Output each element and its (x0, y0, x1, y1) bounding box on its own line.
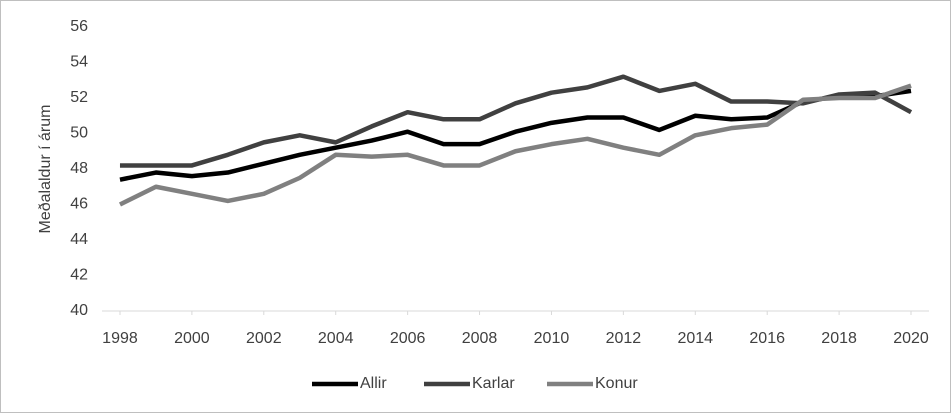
x-tick-label: 2002 (246, 330, 282, 347)
x-tick-label: 2020 (893, 330, 929, 347)
x-tick-label: 2006 (390, 330, 426, 347)
legend-label: Karlar (472, 375, 515, 392)
series-line (119, 88, 912, 182)
y-tick-label: 44 (70, 231, 88, 248)
legend-label: Allir (360, 375, 387, 392)
y-tick-label: 40 (70, 302, 88, 319)
y-tick-label: 54 (70, 54, 88, 71)
y-tick-label: 52 (70, 89, 88, 106)
x-tick-label: 2008 (462, 330, 498, 347)
x-tick-label: 2010 (534, 330, 570, 347)
y-axis-label: Meðalaldur í árum (37, 105, 54, 234)
x-tick-label: 2014 (677, 330, 713, 347)
y-tick-label: 50 (70, 125, 88, 142)
x-tick-label: 2016 (749, 330, 785, 347)
y-tick-label: 48 (70, 160, 88, 177)
y-tick-label: 56 (70, 18, 88, 35)
series-line (118, 83, 912, 207)
x-tick-label: 2018 (821, 330, 857, 347)
series-line (119, 74, 913, 168)
x-tick-label: 1998 (102, 330, 138, 347)
legend-label: Konur (595, 375, 638, 392)
x-tick-label: 2000 (174, 330, 210, 347)
y-tick-label: 46 (70, 196, 88, 213)
y-tick-label: 42 (70, 267, 88, 284)
x-tick-label: 2012 (606, 330, 642, 347)
x-tick-label: 2004 (318, 330, 354, 347)
